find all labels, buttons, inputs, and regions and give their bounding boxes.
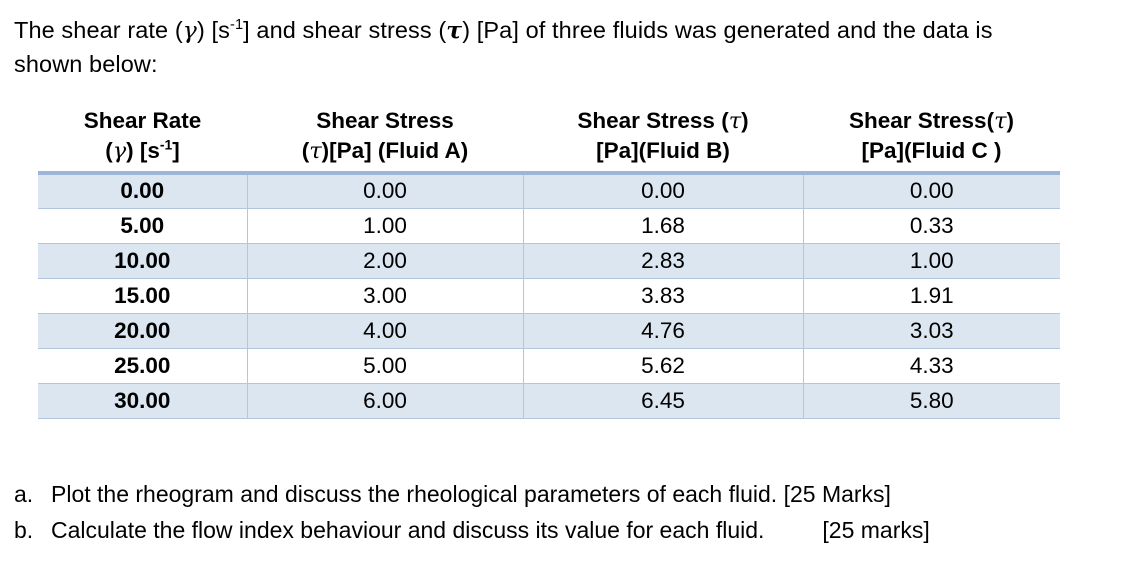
table-cell: 6.45 bbox=[522, 383, 803, 419]
table-cell: 0.00 bbox=[802, 173, 1060, 209]
table-cell: 4.76 bbox=[522, 313, 803, 349]
table-cell: 4.33 bbox=[802, 348, 1060, 384]
intro-text: The shear rate ( bbox=[14, 17, 183, 43]
tau-symbol: τ bbox=[309, 138, 322, 164]
table-row: 15.00 3.00 3.83 1.91 bbox=[38, 278, 1060, 314]
table-cell: 6.00 bbox=[246, 383, 523, 419]
question-marker: b. bbox=[14, 516, 34, 543]
table-cell: 0.00 bbox=[522, 173, 803, 209]
table-body: 0.00 0.00 0.00 0.00 5.00 1.00 1.68 0.33 … bbox=[38, 173, 1060, 419]
table-cell: 2.83 bbox=[522, 243, 803, 279]
table-header-row: Shear Rate (γ) [s-1] Shear Stress (τ)[Pa] … bbox=[38, 106, 1060, 175]
question-a: a. Plot the rheogram and discuss the rhe… bbox=[14, 476, 1148, 512]
gamma-symbol: γ bbox=[182, 16, 197, 44]
table-cell: 1.91 bbox=[802, 278, 1060, 314]
table-cell: 20.00 bbox=[38, 313, 247, 349]
table-cell: 0.33 bbox=[802, 208, 1060, 244]
table-row: 5.00 1.00 1.68 0.33 bbox=[38, 208, 1060, 244]
intro-text: ) [s bbox=[196, 17, 230, 43]
table-cell: 30.00 bbox=[38, 383, 247, 419]
table-cell: 2.00 bbox=[246, 243, 523, 279]
question-text: Calculate the flow index behaviour and d… bbox=[51, 516, 930, 543]
col-header-shear-rate: Shear Rate (γ) [s-1] bbox=[38, 106, 247, 175]
col-header-shear-stress-fluid-c: Shear Stress(τ) [Pa](Fluid C ) bbox=[803, 106, 1060, 175]
question-b: b. Calculate the flow index behaviour an… bbox=[14, 512, 1148, 548]
question-text: Plot the rheogram and discuss the rheolo… bbox=[51, 480, 891, 507]
tau-symbol: τ bbox=[994, 108, 1007, 134]
table-cell: 0.00 bbox=[246, 173, 523, 209]
intro-paragraph: The shear rate (γ) [s-1] and shear stres… bbox=[0, 0, 1148, 81]
table-cell: 3.83 bbox=[522, 278, 803, 314]
superscript-minus-one: -1 bbox=[159, 136, 173, 153]
col-header-shear-stress-fluid-a: Shear Stress (τ)[Pa] (Fluid A) bbox=[247, 106, 523, 175]
intro-text-line2: shown below: bbox=[14, 51, 158, 77]
question-marker: a. bbox=[14, 480, 34, 507]
table-cell: 5.80 bbox=[802, 383, 1060, 419]
superscript-minus-one: -1 bbox=[230, 17, 244, 34]
question-list: a. Plot the rheogram and discuss the rhe… bbox=[14, 476, 1148, 548]
table-row: 0.00 0.00 0.00 0.00 bbox=[38, 173, 1060, 209]
gamma-symbol: γ bbox=[112, 138, 127, 164]
table-cell: 15.00 bbox=[38, 278, 247, 314]
table-cell: 25.00 bbox=[38, 348, 247, 384]
table-cell: 5.62 bbox=[522, 348, 803, 384]
table-cell: 3.03 bbox=[802, 313, 1060, 349]
table-cell: 5.00 bbox=[246, 348, 523, 384]
table-cell: 1.00 bbox=[246, 208, 523, 244]
tau-symbol: τ bbox=[446, 16, 463, 44]
table-row: 30.00 6.00 6.45 5.80 bbox=[38, 383, 1060, 419]
tau-symbol: τ bbox=[728, 108, 742, 134]
intro-text: ] and shear stress ( bbox=[243, 17, 447, 43]
table-cell: 1.00 bbox=[802, 243, 1060, 279]
table-row: 20.00 4.00 4.76 3.03 bbox=[38, 313, 1060, 349]
table-row: 25.00 5.00 5.62 4.33 bbox=[38, 348, 1060, 384]
table-cell: 0.00 bbox=[38, 173, 247, 209]
marks-label: [25 marks] bbox=[822, 516, 930, 543]
table-cell: 5.00 bbox=[38, 208, 247, 244]
table-row: 10.00 2.00 2.83 1.00 bbox=[38, 243, 1060, 279]
table-cell: 4.00 bbox=[246, 313, 523, 349]
intro-text: ) [Pa] of three fluids was generated and… bbox=[462, 17, 993, 43]
fluid-data-table: Shear Rate (γ) [s-1] Shear Stress (τ)[Pa] … bbox=[38, 106, 1060, 419]
col-header-shear-stress-fluid-b: Shear Stress (τ) [Pa](Fluid B) bbox=[523, 106, 803, 175]
table-cell: 3.00 bbox=[246, 278, 523, 314]
table-cell: 1.68 bbox=[522, 208, 803, 244]
table-cell: 10.00 bbox=[38, 243, 247, 279]
